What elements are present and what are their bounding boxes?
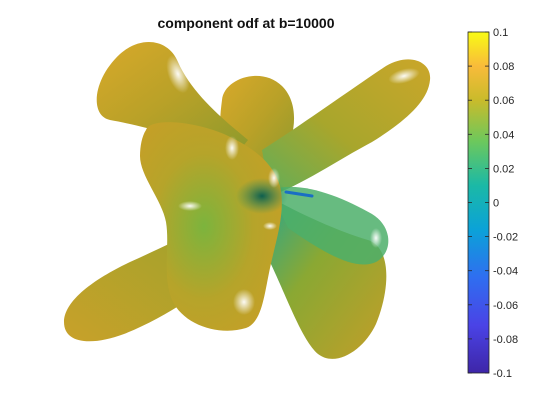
colorbar-tick-label: -0.08 xyxy=(493,334,518,346)
lobe-upper-right xyxy=(262,59,431,196)
highlight xyxy=(388,68,420,84)
colorbar-tick-label: 0.08 xyxy=(493,61,514,73)
glyph-center-blue-edge xyxy=(284,190,314,198)
highlight xyxy=(233,289,255,315)
highlight xyxy=(263,222,277,230)
colorbar-tick-label: -0.1 xyxy=(493,368,512,380)
colorbar-tick-label: -0.02 xyxy=(493,232,518,244)
lobe-front-center xyxy=(140,122,282,331)
odf-glyph xyxy=(64,42,431,359)
colorbar-tick-label: 0.02 xyxy=(493,163,514,175)
colorbar-tick-label: 0.1 xyxy=(493,27,508,39)
highlight xyxy=(268,168,280,188)
colorbar-ticks: 0.1 0.08 0.06 0.04 0.02 0 -0.02 -0.04 -0.06 -0.08… xyxy=(468,27,518,380)
chart-title: component odf at b=10000 xyxy=(158,15,335,31)
lobe-right-middle xyxy=(270,186,389,265)
colorbar-tick-label: -0.04 xyxy=(493,266,518,278)
colorbar-tick-label: 0 xyxy=(493,198,499,210)
colorbar-tick-label: 0.06 xyxy=(493,95,514,107)
highlight xyxy=(225,136,239,160)
highlight xyxy=(166,54,190,94)
glyph-center-shadow xyxy=(236,178,288,214)
colorbar-tick-label: -0.06 xyxy=(493,300,518,312)
highlight xyxy=(370,228,382,248)
lobe-upper-left xyxy=(96,42,248,150)
colorbar-tick-label: 0.04 xyxy=(493,129,514,141)
highlight xyxy=(178,201,202,211)
colorbar: 0.1 0.08 0.06 0.04 0.02 0 -0.02 -0.04 -0.06 -0.08… xyxy=(467,27,518,380)
